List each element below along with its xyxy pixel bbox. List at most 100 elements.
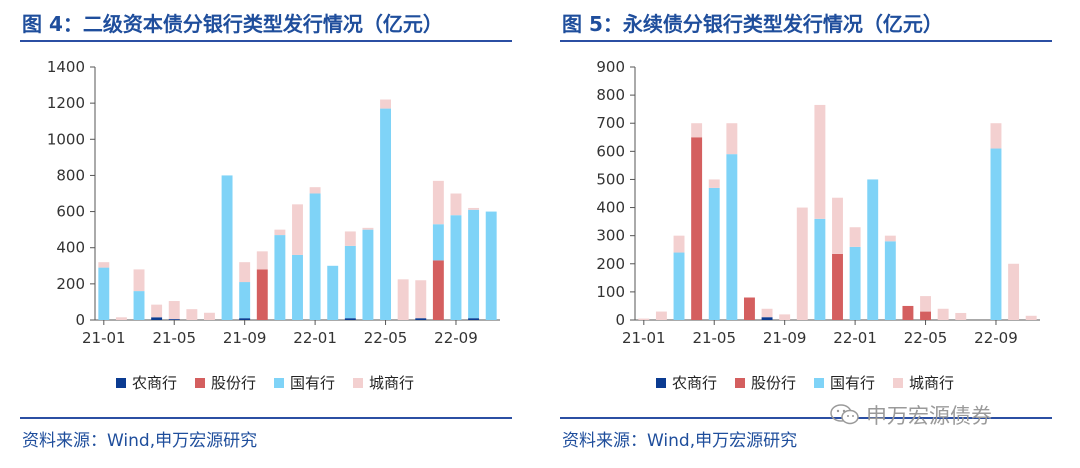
y-tick-label: 1000 (47, 130, 85, 148)
x-tick-label: 21-09 (763, 329, 807, 347)
x-tick-label: 21-05 (152, 329, 196, 347)
bar-segment (221, 175, 233, 320)
bar-segment (867, 179, 879, 320)
bar-segment (327, 265, 339, 320)
title-divider (20, 40, 512, 42)
y-tick-label: 800 (56, 166, 85, 184)
bar-segment (292, 204, 303, 255)
x-tick-label: 21-01 (82, 329, 126, 347)
bar-segment (450, 215, 462, 320)
bar-segment (884, 235, 896, 242)
footer-divider (20, 417, 512, 419)
y-tick-label: 1400 (47, 58, 85, 76)
bar-segment (832, 197, 843, 254)
y-tick-label: 400 (596, 199, 625, 217)
bar-segment (691, 123, 703, 138)
bar-segment (902, 305, 914, 320)
bar-segment (344, 231, 356, 246)
bar-segment (115, 317, 127, 320)
bar-segment (920, 311, 932, 320)
bar-segment (1008, 263, 1020, 320)
x-tick-label: 22-01 (833, 329, 877, 347)
source-note: 资料来源：Wind,申万宏源研究 (22, 431, 258, 451)
legend-swatch (115, 377, 126, 388)
bar-segment (274, 229, 286, 236)
bar-segment (726, 123, 738, 155)
bar-segment (955, 312, 967, 320)
bar-segment (432, 180, 444, 225)
legend-label: 农商行 (131, 374, 177, 392)
x-tick-label: 21-01 (622, 329, 666, 347)
legend-label: 国有行 (290, 374, 336, 392)
bar-segment (884, 241, 896, 320)
legend-swatch (194, 377, 205, 388)
bar-segment (673, 235, 685, 253)
legend-item: 城商行 (353, 372, 414, 393)
y-tick-label: 600 (56, 203, 85, 221)
bar-segment (415, 318, 427, 320)
legend-swatch (893, 377, 904, 388)
wechat-icon (830, 404, 859, 425)
bar-segment (990, 148, 1002, 320)
chart-panel-right: 图 5：永续债分银行类型发行情况（亿元） 0 100 200 300 400 500 600… (540, 0, 1070, 468)
x-tick-label: 22-05 (904, 329, 948, 347)
legend-swatch (734, 377, 745, 388)
bar-segment (468, 318, 480, 320)
bar-segment (485, 211, 497, 320)
bar-segment (186, 309, 198, 320)
y-tick-label: 0 (615, 311, 625, 329)
chart-legend: 农商行 股份行 国有行 城商行 (0, 372, 530, 393)
y-tick-label: 200 (596, 255, 625, 273)
legend-item: 农商行 (115, 372, 177, 393)
bar-segment (814, 218, 826, 320)
bar-segment (673, 252, 685, 320)
y-tick-label: 1200 (47, 94, 85, 112)
x-tick-label: 21-09 (223, 329, 267, 347)
bar-segment (239, 282, 251, 319)
legend-label: 股份行 (210, 374, 256, 392)
bar-segment (256, 251, 268, 270)
bar-segment (468, 209, 480, 319)
bar-segment (432, 224, 444, 261)
bar-segment (691, 137, 703, 320)
bar-segment (761, 308, 773, 318)
legend-label: 城商行 (909, 374, 955, 392)
stacked-bar-chart: 0 100 200 300 400 500 600 700 800 900 21-01 21-05 21… (596, 58, 1040, 347)
legend-swatch (814, 377, 824, 388)
chart-legend: 农商行 股份行 国有行 城商行 (540, 372, 1070, 393)
bar-segment (415, 280, 427, 319)
x-tick-label: 22-09 (974, 329, 1018, 347)
bar-segment (274, 235, 286, 320)
legend-item: 股份行 (734, 372, 796, 393)
x-tick-label: 22-01 (293, 329, 337, 347)
y-tick-label: 200 (56, 275, 85, 293)
bar-segment (380, 108, 392, 320)
chart-title: 图 5：永续债分银行类型发行情况（亿元） (562, 12, 943, 36)
bar-segment (98, 267, 110, 320)
bar-segment (203, 312, 215, 320)
bar-segment (708, 179, 720, 188)
title-divider (560, 40, 1052, 42)
y-tick-label: 600 (596, 142, 625, 160)
bar-segment (920, 296, 932, 312)
bar-segment (309, 187, 321, 194)
bar-segment (344, 245, 356, 319)
chart-panel-left: 图 4：二级资本债分银行类型发行情况（亿元） 0 200 400 600 800 1000… (0, 0, 530, 468)
bar-segment (151, 317, 163, 320)
legend-label: 城商行 (369, 374, 415, 392)
y-tick-label: 800 (596, 86, 625, 104)
legend-label: 国有行 (830, 374, 876, 392)
bar-segment (362, 227, 374, 230)
y-tick-label: 500 (596, 170, 625, 188)
x-tick-label: 21-05 (692, 329, 736, 347)
legend-item: 国有行 (814, 372, 875, 393)
bar-segment (743, 297, 755, 320)
legend-item: 股份行 (194, 372, 256, 393)
bar-segment (168, 301, 180, 320)
source-note: 资料来源：Wind,申万宏源研究 (562, 431, 798, 451)
legend-item: 农商行 (655, 372, 717, 393)
y-tick-label: 700 (596, 114, 625, 132)
bar-segment (292, 254, 303, 320)
bar-segment (796, 207, 808, 320)
legend-swatch (655, 377, 666, 388)
